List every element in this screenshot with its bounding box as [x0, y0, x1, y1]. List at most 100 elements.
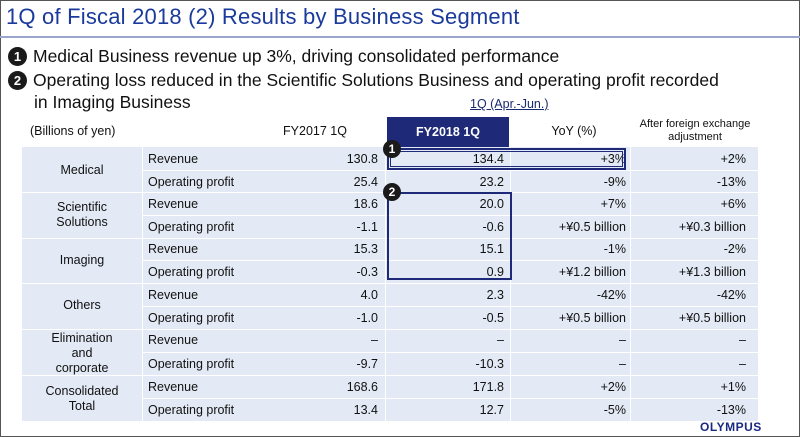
- value-fx-adjusted: –: [739, 357, 746, 371]
- row-divider: [142, 170, 758, 171]
- value-fy2018: 23.2: [479, 175, 504, 189]
- value-fx-adjusted: +¥0.5 billion: [678, 311, 746, 325]
- value-fy2018: 171.8: [472, 380, 504, 394]
- highlight-box-1: [387, 148, 626, 170]
- col-header-fx-adjusted: After foreign exchange adjustment: [639, 118, 751, 143]
- column-divider: [385, 147, 386, 421]
- row-divider: [142, 215, 758, 216]
- column-divider: [142, 147, 143, 421]
- metric-label: Revenue: [148, 288, 199, 302]
- value-fy2018: 12.7: [479, 403, 504, 417]
- metric-label: Revenue: [148, 152, 199, 166]
- col-header-fy2018: FY2018 1Q: [387, 117, 509, 147]
- segment-others: Others: [63, 298, 101, 312]
- value-fx-adjusted: –: [739, 333, 746, 347]
- value-fy2018: –: [497, 333, 504, 347]
- value-fy2018: 20.0: [479, 197, 504, 211]
- row-divider: [142, 260, 758, 261]
- highlight-box-1-inner: [390, 151, 623, 167]
- slide-title: 1Q of Fiscal 2018 (2) Results by Busines…: [6, 4, 520, 29]
- value-yoy: +¥0.5 billion: [558, 220, 626, 234]
- segment-imaging: Imaging: [59, 253, 105, 267]
- value-fy2018: 2.3: [486, 288, 504, 302]
- segment-divider: [22, 329, 758, 330]
- value-fx-adjusted: +¥1.3 billion: [678, 265, 746, 279]
- segment-medical: Medical: [60, 163, 104, 177]
- highlight-box-2: [387, 192, 512, 280]
- value-fx-adjusted: -42%: [716, 288, 746, 302]
- value-yoy: +7%: [600, 197, 626, 211]
- bullet-2-text: Operating loss reduced in the Scientific…: [33, 70, 719, 90]
- segment-divider: [22, 283, 758, 284]
- value-fy2018: 0.9: [486, 265, 504, 279]
- value-fy2018: -10.3: [475, 357, 505, 371]
- callout-marker-2: 2: [383, 183, 401, 201]
- unit-label: (Billions of yen): [30, 124, 116, 138]
- value-yoy: +2%: [600, 380, 626, 394]
- row-divider: [142, 398, 758, 399]
- metric-label: Operating profit: [148, 403, 235, 417]
- value-fx-adjusted: -13%: [716, 403, 746, 417]
- value-fy2017: –: [371, 333, 378, 347]
- company-logo: OLYMPUS: [700, 420, 762, 434]
- value-yoy: +3%: [600, 152, 626, 166]
- value-fx-adjusted: +1%: [720, 380, 746, 394]
- value-yoy: -5%: [603, 403, 626, 417]
- value-fy2017: 168.6: [346, 380, 378, 394]
- bullet-1-text: Medical Business revenue up 3%, driving …: [33, 46, 560, 66]
- segment-consolidated-total: Consolidated Total: [45, 384, 119, 413]
- metric-label: Revenue: [148, 333, 199, 347]
- segment-divider: [22, 375, 758, 376]
- metric-label: Operating profit: [148, 265, 235, 279]
- segment-elimination-corporate: Elimination and corporate: [51, 331, 113, 375]
- row-divider: [142, 352, 758, 353]
- value-yoy: -1%: [603, 242, 626, 256]
- value-fy2017: 4.0: [360, 288, 378, 302]
- metric-label: Operating profit: [148, 357, 235, 371]
- value-fx-adjusted: -2%: [723, 242, 746, 256]
- row-divider: [142, 306, 758, 307]
- title-divider: [0, 36, 800, 38]
- column-divider: [630, 147, 631, 421]
- value-fy2018: -0.5: [482, 311, 504, 325]
- metric-label: Operating profit: [148, 220, 235, 234]
- value-fy2018: -0.6: [482, 220, 504, 234]
- value-fy2017: 15.3: [353, 242, 378, 256]
- value-fy2017: -1.0: [356, 311, 378, 325]
- value-fy2018: 134.4: [472, 152, 504, 166]
- value-fx-adjusted: +¥0.3 billion: [678, 220, 746, 234]
- col-header-fy2017: FY2017 1Q: [283, 124, 347, 138]
- metric-label: Revenue: [148, 242, 199, 256]
- segment-divider: [22, 238, 758, 239]
- bullet-1: 1 Medical Business revenue up 3%, driving…: [8, 46, 559, 67]
- value-yoy: –: [619, 357, 626, 371]
- value-fy2017: 25.4: [353, 175, 378, 189]
- segment-scientific-solutions: Scientific Solutions: [56, 200, 108, 229]
- callout-marker-1: 1: [383, 140, 401, 158]
- value-fy2017: 13.4: [353, 403, 378, 417]
- metric-label: Operating profit: [148, 311, 235, 325]
- value-yoy: -9%: [603, 175, 626, 189]
- value-fy2017: -0.3: [356, 265, 378, 279]
- metric-label: Operating profit: [148, 175, 235, 189]
- value-fy2017: -1.1: [356, 220, 378, 234]
- period-label: 1Q (Apr.-Jun.): [470, 97, 549, 111]
- value-fx-adjusted: +6%: [720, 197, 746, 211]
- value-fy2017: 18.6: [353, 197, 378, 211]
- value-fy2018: 15.1: [479, 242, 504, 256]
- value-yoy: +¥1.2 billion: [558, 265, 626, 279]
- column-divider: [510, 147, 511, 421]
- value-yoy: –: [619, 333, 626, 347]
- value-yoy: -42%: [596, 288, 626, 302]
- value-yoy: +¥0.5 billion: [558, 311, 626, 325]
- bullet-number-2: 2: [8, 71, 27, 90]
- col-header-yoy: YoY (%): [551, 124, 597, 138]
- value-fx-adjusted: +2%: [720, 152, 746, 166]
- bullet-2: 2 Operating loss reduced in the Scientifi…: [8, 70, 719, 91]
- value-fy2017: 130.8: [346, 152, 378, 166]
- bullet-number-1: 1: [8, 47, 27, 66]
- value-fy2017: -9.7: [356, 357, 378, 371]
- value-fx-adjusted: -13%: [716, 175, 746, 189]
- bullet-2-continuation: in Imaging Business: [34, 92, 191, 112]
- metric-label: Revenue: [148, 197, 199, 211]
